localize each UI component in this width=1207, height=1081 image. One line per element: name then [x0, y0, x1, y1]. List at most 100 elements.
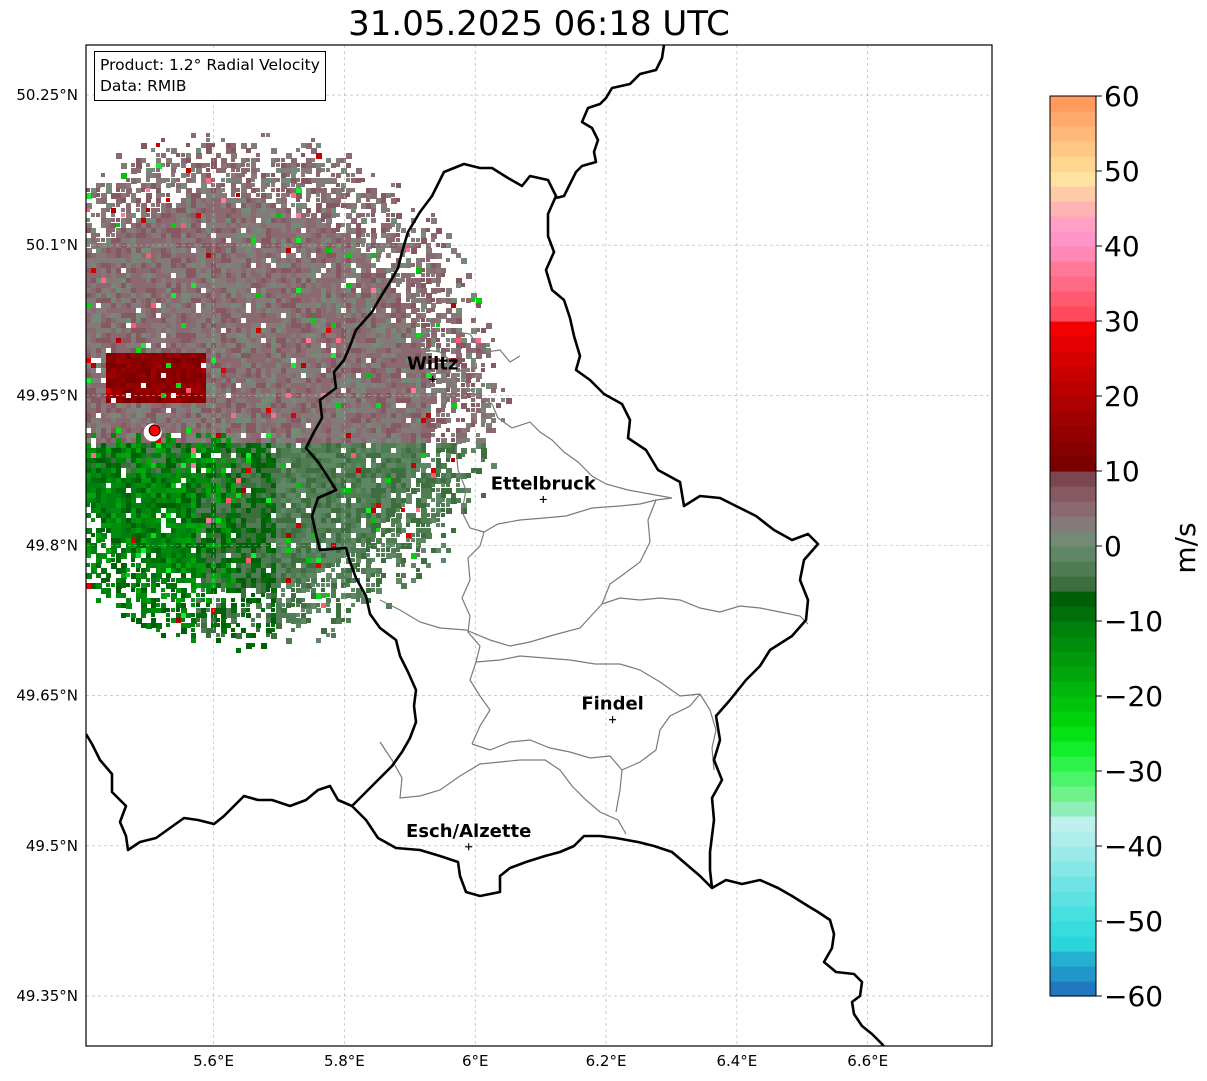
echo-pixel: [321, 193, 326, 198]
echo-pixel: [366, 513, 371, 518]
echo-pixel: [156, 258, 161, 263]
echo-pixel: [321, 303, 326, 308]
echo-pixel: [166, 383, 171, 388]
echo-pixel: [306, 493, 311, 498]
echo-pixel: [281, 208, 286, 213]
echo-pixel: [356, 198, 361, 203]
echo-pixel: [346, 303, 351, 308]
echo-pixel: [246, 478, 251, 483]
echo-pixel: [226, 408, 231, 413]
echo-pixel: [166, 238, 171, 243]
echo-pixel: [171, 423, 176, 428]
echo-pixel: [336, 303, 341, 308]
echo-pixel: [251, 143, 257, 149]
echo-pixel: [351, 298, 356, 303]
echo-pixel: [331, 198, 337, 204]
echo-pixel: [181, 438, 186, 443]
echo-pixel: [246, 203, 251, 208]
echo-pixel: [106, 488, 111, 493]
echo-pixel: [291, 403, 296, 408]
echo-pixel: [336, 158, 341, 163]
echo-pixel: [186, 488, 191, 493]
echo-pixel: [426, 463, 431, 468]
echo-pixel: [326, 278, 331, 283]
echo-pixel: [276, 293, 281, 298]
echo-pixel: [146, 328, 151, 333]
echo-pixel: [401, 303, 406, 308]
echo-pixel: [476, 328, 480, 332]
echo-pixel: [231, 398, 236, 403]
echo-pixel: [166, 243, 171, 248]
echo-pixel: [351, 273, 356, 278]
echo-pixel: [166, 258, 171, 263]
echo-pixel: [321, 498, 326, 503]
echo-pixel: [276, 458, 281, 463]
echo-pixel: [271, 318, 276, 323]
echo-pixel: [316, 448, 321, 453]
echo-pixel: [276, 493, 281, 498]
echo-pixel: [111, 448, 116, 453]
echo-pixel: [301, 343, 306, 348]
echo-pixel: [176, 268, 181, 273]
echo-pixel: [331, 508, 336, 513]
echo-pixel: [106, 523, 111, 528]
echo-pixel: [191, 203, 196, 208]
echo-pixel: [271, 203, 276, 208]
echo-pixel: [236, 348, 241, 353]
echo-pixel: [391, 363, 396, 368]
echo-pixel: [271, 328, 276, 333]
echo-pixel: [86, 223, 92, 229]
echo-pixel: [121, 213, 125, 217]
echo-pixel: [126, 343, 131, 348]
echo-pixel: [271, 508, 276, 513]
echo-pixel: [236, 363, 241, 368]
echo-pixel: [386, 253, 391, 258]
echo-pixel: [481, 413, 487, 419]
echo-pixel: [256, 533, 261, 538]
echo-pixel: [306, 163, 312, 169]
echo-pixel: [191, 228, 196, 233]
echo-pixel: [436, 408, 441, 413]
echo-pixel: [296, 438, 301, 443]
echo-pixel: [246, 168, 250, 172]
echo-pixel: [146, 488, 151, 493]
echo-pixel: [126, 358, 131, 363]
echo-pixel: [236, 368, 241, 373]
echo-pixel: [401, 398, 406, 403]
echo-pixel: [336, 453, 341, 458]
echo-pixel: [371, 288, 376, 293]
echo-pixel: [426, 408, 431, 413]
echo-pixel: [381, 343, 386, 348]
echo-pixel: [371, 368, 376, 373]
echo-pixel: [411, 468, 416, 473]
echo-pixel: [126, 308, 131, 313]
echo-pixel: [236, 328, 241, 333]
echo-pixel: [141, 308, 146, 313]
echo-pixel: [216, 293, 221, 298]
echo-pixel: [236, 318, 241, 323]
echo-pixel: [346, 238, 351, 243]
echo-pixel: [131, 373, 136, 378]
echo-pixel: [386, 383, 391, 388]
echo-pixel: [186, 308, 191, 313]
echo-pixel: [146, 463, 151, 468]
echo-pixel: [176, 308, 181, 313]
echo-pixel: [231, 373, 236, 378]
echo-pixel: [461, 338, 467, 344]
echo-pixel: [361, 433, 366, 438]
echo-pixel: [321, 233, 326, 238]
echo-pixel: [436, 493, 442, 499]
echo-pixel: [176, 448, 181, 453]
echo-pixel: [111, 463, 116, 468]
echo-pixel: [351, 403, 356, 408]
echo-pixel: [361, 403, 366, 408]
echo-pixel: [176, 253, 181, 258]
echo-pixel: [191, 413, 196, 418]
echo-pixel: [406, 518, 411, 523]
echo-pixel: [381, 308, 386, 313]
echo-pixel: [451, 443, 457, 449]
echo-pixel: [346, 228, 352, 234]
echo-pixel: [151, 483, 156, 488]
echo-pixel: [271, 443, 276, 448]
echo-pixel: [371, 233, 377, 239]
